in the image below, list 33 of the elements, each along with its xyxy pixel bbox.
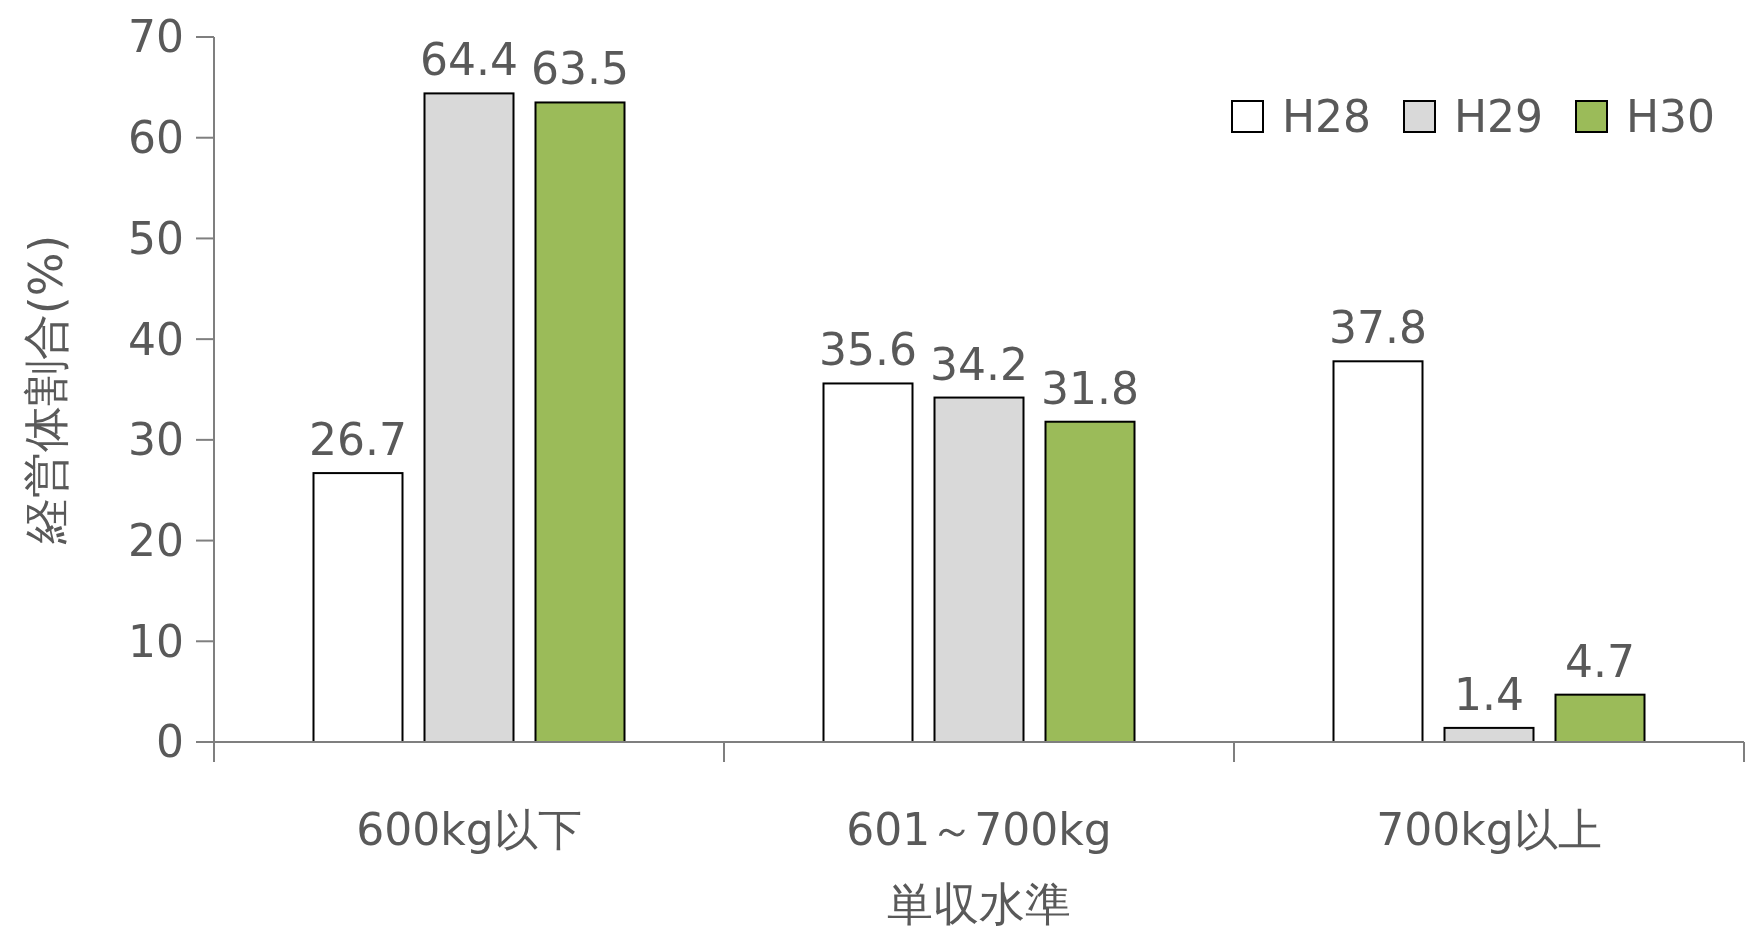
y-tick-label: 0 bbox=[156, 716, 184, 768]
data-label: 31.8 bbox=[1041, 362, 1139, 414]
y-tick-label: 70 bbox=[128, 11, 184, 63]
x-tick-label: 601～700kg bbox=[846, 804, 1112, 855]
bar bbox=[1554, 693, 1646, 743]
data-label: 35.6 bbox=[819, 324, 917, 376]
data-label: 1.4 bbox=[1454, 668, 1524, 720]
data-label: 34.2 bbox=[930, 338, 1028, 390]
x-tick-label: 700kg以上 bbox=[1376, 804, 1602, 855]
bar bbox=[312, 472, 404, 743]
y-tick-label: 50 bbox=[128, 212, 184, 264]
bar bbox=[933, 396, 1025, 743]
data-label: 4.7 bbox=[1565, 635, 1635, 687]
data-label: 37.8 bbox=[1329, 302, 1427, 354]
x-tick-label: 600kg以下 bbox=[356, 804, 582, 855]
data-label: 63.5 bbox=[531, 43, 629, 95]
legend-label: H30 bbox=[1626, 91, 1716, 143]
bar bbox=[423, 92, 515, 743]
bar bbox=[822, 382, 914, 743]
data-label: 26.7 bbox=[309, 414, 407, 466]
legend-label: H28 bbox=[1282, 91, 1372, 143]
bar bbox=[1044, 420, 1136, 743]
legend-label: H29 bbox=[1454, 91, 1544, 143]
y-tick-label: 10 bbox=[128, 615, 184, 667]
y-axis-title: 経営体割合(%) bbox=[19, 234, 73, 546]
y-tick-label: 40 bbox=[128, 313, 184, 365]
data-label: 64.4 bbox=[420, 34, 518, 86]
y-tick-label: 30 bbox=[128, 414, 184, 466]
y-tick-label: 60 bbox=[128, 112, 184, 164]
bar bbox=[534, 101, 626, 743]
y-tick-label: 20 bbox=[128, 514, 184, 566]
bar bbox=[1332, 360, 1424, 743]
x-axis-title: 単収水準 bbox=[887, 877, 1071, 931]
